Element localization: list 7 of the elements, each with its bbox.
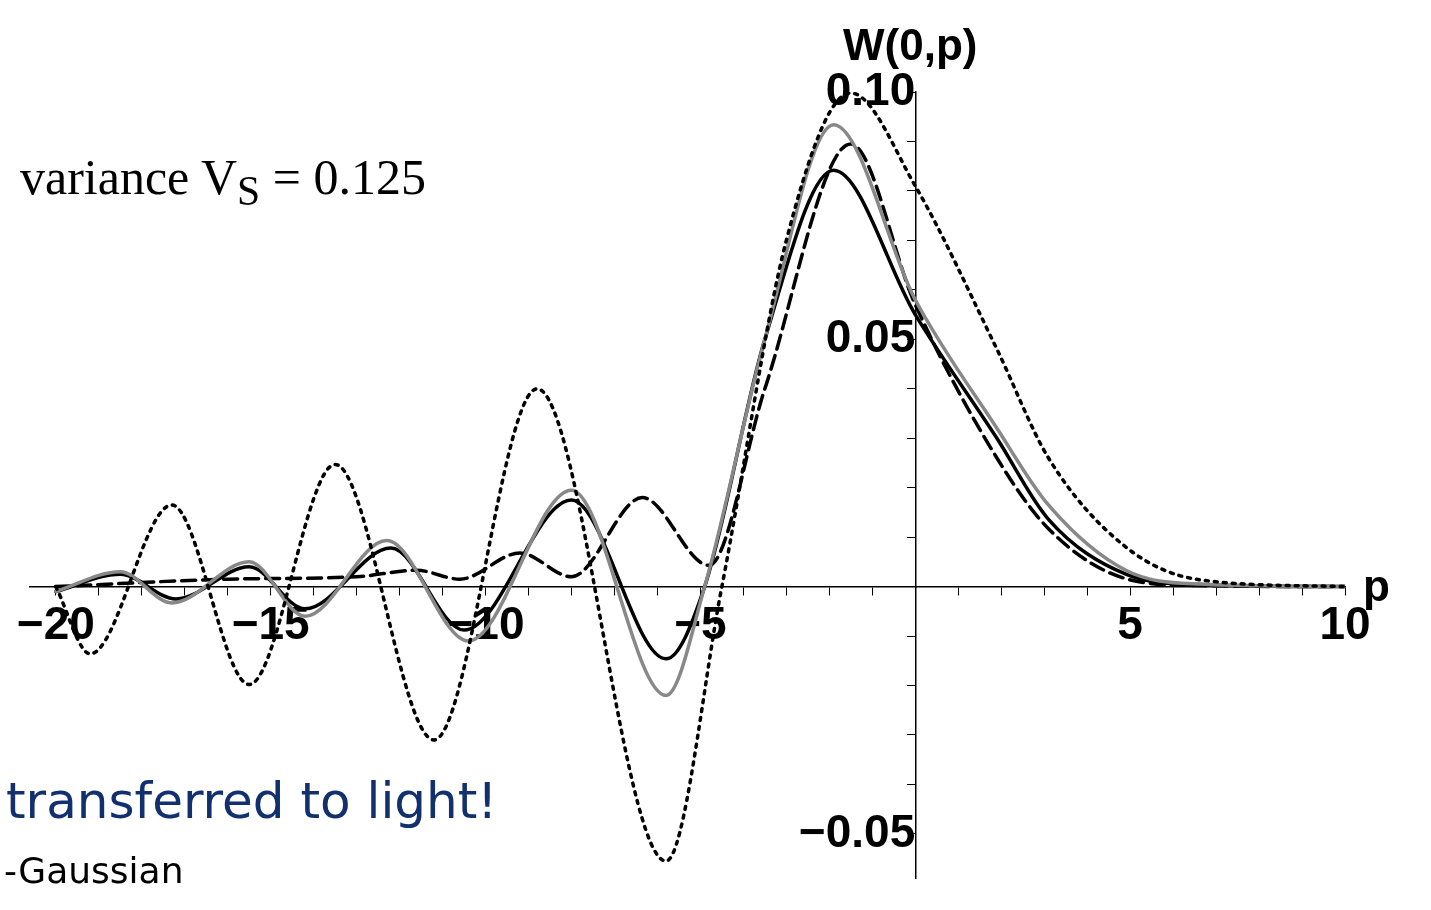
x-tick-label: −20 bbox=[16, 596, 95, 649]
y-tick-label: 0.05 bbox=[825, 309, 916, 362]
annotation: variance V$_{S}$ = 0.125 bbox=[20, 148, 426, 215]
x-tick-label: 5 bbox=[1117, 596, 1143, 649]
annotation: transferred to light! bbox=[6, 772, 498, 830]
y-tick-label: −0.05 bbox=[798, 804, 916, 857]
annotation: -Gaussian bbox=[4, 850, 184, 891]
